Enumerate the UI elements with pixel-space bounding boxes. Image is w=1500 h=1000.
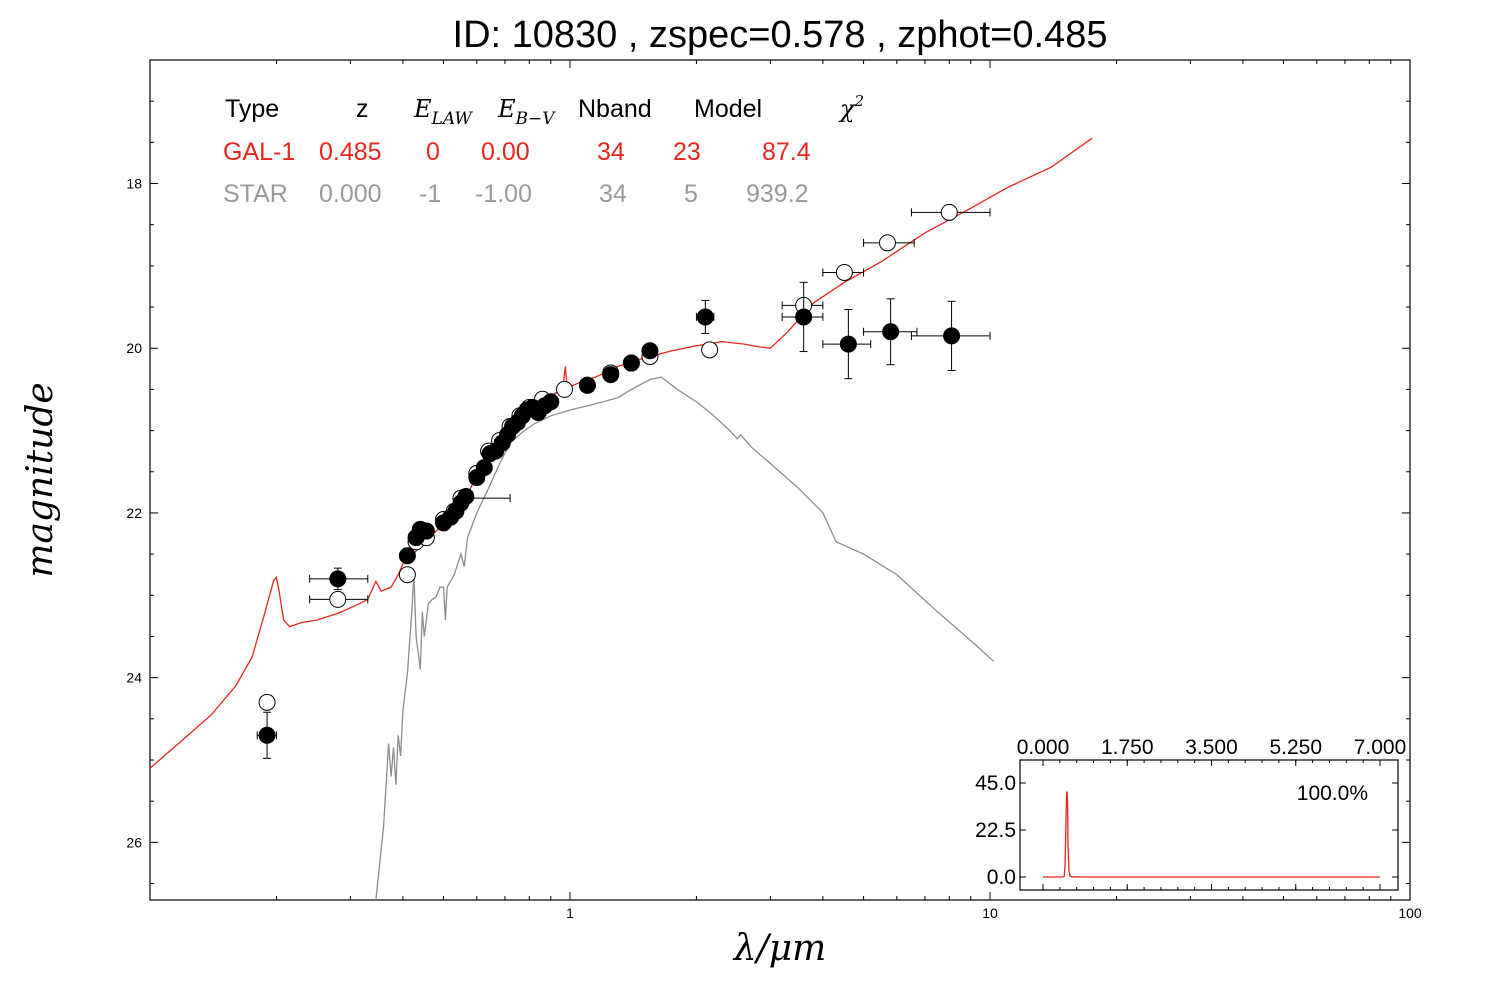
y-tick-label: 22 — [126, 505, 142, 521]
fit-table-cell: 0.485 — [319, 138, 382, 166]
y-tick-label: 26 — [126, 834, 142, 850]
fit-table-cell: STAR — [223, 180, 288, 208]
observed-flux-point — [602, 366, 620, 384]
fit-table-cell: 0 — [426, 138, 440, 166]
fit-table-header-chi2: χ2 — [838, 92, 864, 123]
inset-y-tick-label: 0.0 — [987, 866, 1016, 889]
x-tick-label: 100 — [1398, 905, 1422, 921]
x-axis-label: λ/μm — [732, 928, 826, 969]
observed-flux-point — [578, 376, 596, 394]
observed-flux-point — [696, 308, 714, 326]
inset-frame — [1019, 759, 1399, 891]
observed-flux-point — [795, 308, 813, 326]
fit-table-cell: 5 — [684, 180, 698, 208]
fit-table: Type z ELAW EB−V Nband Model χ2 GAL-1 0.… — [223, 92, 864, 208]
star-model-curve — [375, 376, 995, 900]
fit-table-header-z: z — [356, 95, 369, 123]
inset-y-tick-label: 22.5 — [975, 819, 1016, 842]
inset-axis-ticks: 0.000 1.750 3.500 5.250 7.000 0.0 22.5 45.0 — [975, 736, 1406, 890]
observed-flux-point — [417, 522, 435, 540]
fit-table-cell: 0.000 — [319, 180, 382, 208]
observed-flux-point — [329, 570, 347, 588]
inset-x-tick-label: 7.000 — [1354, 736, 1407, 759]
fit-table-cell: 34 — [599, 180, 627, 208]
model-flux-point — [329, 590, 347, 608]
model-flux-point — [258, 693, 276, 711]
fit-table-cell: 0.00 — [481, 138, 530, 166]
inset-x-tick-label: 5.250 — [1269, 736, 1322, 759]
model-flux-point — [940, 203, 958, 221]
model-flux-point — [878, 234, 896, 252]
fit-table-header-type: Type — [225, 95, 279, 123]
fit-table-cell: 87.4 — [762, 138, 811, 166]
y-tick-label: 20 — [126, 340, 142, 356]
model-flux-point — [398, 566, 416, 584]
observed-flux-point — [457, 487, 475, 505]
fit-table-header-model: Model — [694, 95, 762, 123]
main-plot-marks — [150, 137, 1093, 900]
inset-marks — [1043, 791, 1380, 878]
fit-table-cell: 34 — [597, 138, 625, 166]
fit-table-cell: 939.2 — [746, 180, 809, 208]
inset-annotation: 100.0% — [1297, 782, 1368, 805]
model-flux-point — [701, 341, 719, 359]
fit-table-cell: GAL-1 — [223, 138, 295, 166]
model-flux-point — [555, 380, 573, 398]
fit-table-header-nband: Nband — [578, 95, 652, 123]
fit-table-row-gal: GAL-1 0.485 0 0.00 34 23 87.4 — [223, 138, 811, 166]
inset-y-tick-label: 45.0 — [975, 772, 1016, 795]
inset-x-tick-label: 1.750 — [1101, 736, 1154, 759]
fit-table-cell: -1.00 — [475, 180, 532, 208]
observed-flux-point — [943, 327, 961, 345]
fit-table-row-star: STAR 0.000 -1 -1.00 34 5 939.2 — [223, 180, 809, 208]
fit-table-cell: -1 — [419, 180, 441, 208]
pdz-curve — [1043, 791, 1380, 878]
observed-flux-point — [641, 342, 659, 360]
observed-flux-point — [258, 726, 276, 744]
fit-table-header-ebv: EB−V — [497, 95, 556, 129]
y-tick-label: 18 — [126, 176, 142, 192]
observed-flux-point — [398, 547, 416, 565]
y-tick-label: 24 — [126, 670, 142, 686]
pdz-inset: 0.000 1.750 3.500 5.250 7.000 0.0 22.5 45.0 100… — [975, 736, 1406, 891]
observed-flux-point — [622, 354, 640, 372]
x-tick-label: 10 — [982, 905, 998, 921]
page-title: ID: 10830 , zspec=0.578 , zphot=0.485 — [452, 14, 1108, 56]
observed-flux-point — [839, 335, 857, 353]
inset-x-tick-label: 0.000 — [1017, 736, 1070, 759]
observed-flux-point — [542, 393, 560, 411]
x-tick-label: 1 — [566, 905, 574, 921]
main-axis-ticks: 18 20 22 24 26 1 10 100 — [126, 60, 1422, 921]
observed-flux-point — [882, 323, 900, 341]
inset-x-tick-label: 3.500 — [1185, 736, 1238, 759]
fit-table-cell: 23 — [673, 138, 701, 166]
fit-table-header-elaw: ELAW — [413, 95, 473, 129]
y-axis-label: magnitude — [20, 382, 61, 577]
model-flux-point — [835, 263, 853, 281]
